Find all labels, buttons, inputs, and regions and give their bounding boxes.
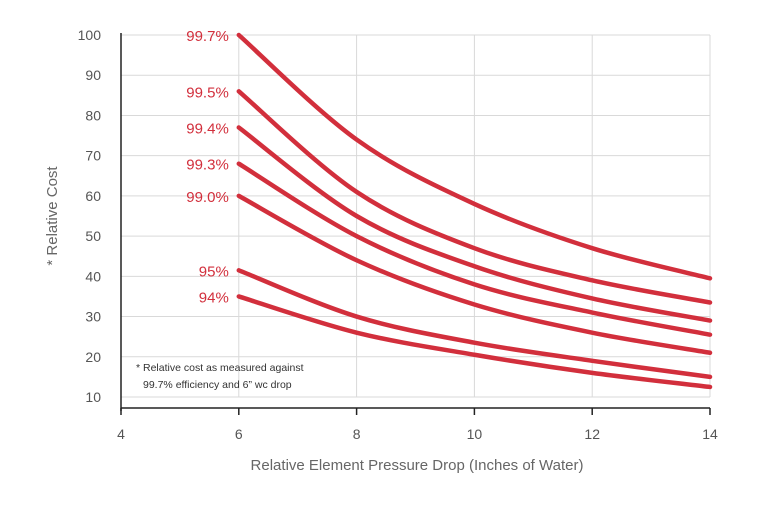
y-tick-label: 90 [85,67,101,83]
x-tick-label: 12 [584,426,600,442]
y-tick-label: 30 [85,309,101,325]
series-lines [236,32,713,390]
series-label: 94% [199,289,229,306]
series-line [236,161,713,337]
footnote: * Relative cost as measured against 99.7… [136,362,304,391]
x-axis-title: Relative Element Pressure Drop (Inches o… [251,457,584,474]
series-label: 99.7% [186,28,229,45]
series-label: 99.0% [186,189,229,206]
x-tick-label: 10 [467,426,483,442]
footnote-line-2: 99.7% efficiency and 6” wc drop [143,379,292,391]
y-tick-label: 20 [85,349,101,365]
y-tick-label: 100 [78,27,102,43]
y-tick-label: 70 [85,148,101,164]
series-label: 99.5% [186,84,229,101]
series-label: 99.3% [186,157,229,174]
series-line [236,268,713,380]
series-line [236,294,713,390]
axes [120,33,710,411]
x-tick-label: 6 [235,426,243,442]
y-tick-label: 80 [85,107,101,123]
x-tick-label: 8 [353,426,361,442]
x-tick-labels: 4 6 8 10 12 14 [117,408,718,442]
series-label: 99.4% [186,121,229,138]
series-line [236,89,713,305]
y-tick-label: 50 [85,228,101,244]
series-labels: 99.7% 99.5% 99.4% 99.3% 99.0% 95% 94% [186,28,229,306]
grid-lines [121,34,711,398]
series-label: 95% [199,263,229,280]
y-axis-title: * Relative Cost [44,166,61,266]
x-tick-label: 4 [117,426,125,442]
series-line [236,125,713,323]
series-line [236,193,713,356]
y-tick-labels: 10 20 30 40 50 60 70 80 90 100 [78,27,102,405]
series-line [236,32,713,281]
y-tick-label: 10 [85,389,101,405]
x-tick-label: 14 [702,426,718,442]
y-tick-label: 60 [85,188,101,204]
footnote-line-1: * Relative cost as measured against [136,362,304,374]
y-tick-label: 40 [85,268,101,284]
